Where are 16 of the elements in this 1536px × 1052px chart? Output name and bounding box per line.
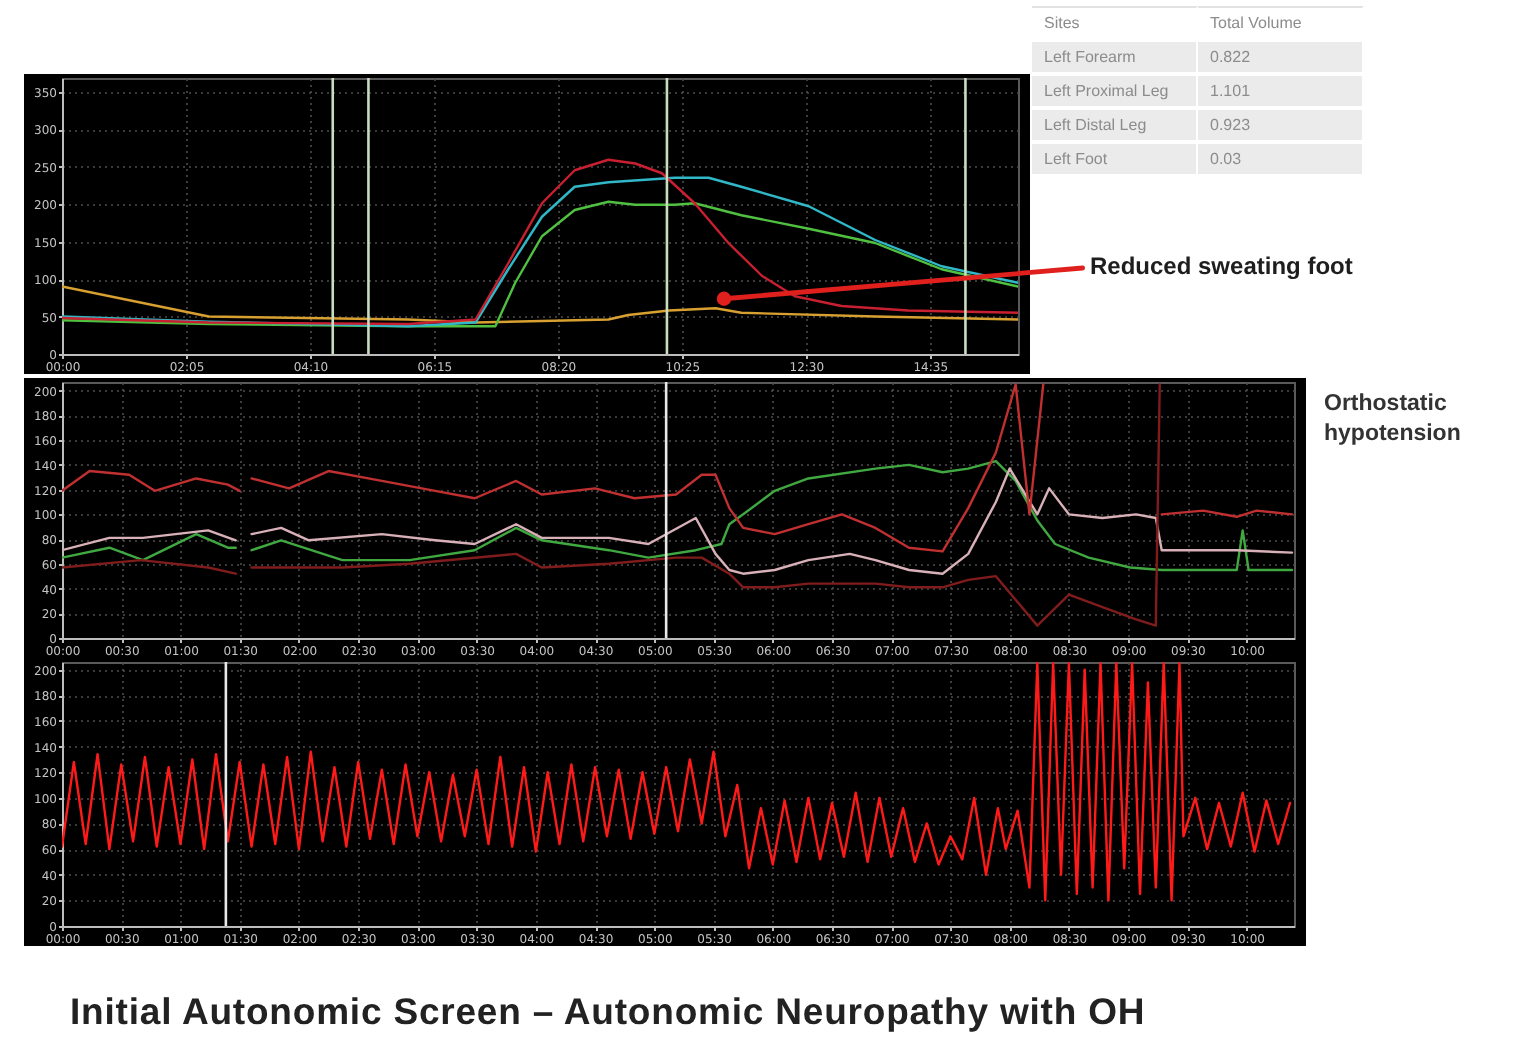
line-series bbox=[62, 200, 1018, 328]
line-series bbox=[62, 662, 1292, 902]
annotation: Reduced sweating foot bbox=[1090, 252, 1353, 280]
text: Sites bbox=[1032, 6, 1198, 38]
text: Left Distal Leg bbox=[1032, 110, 1198, 140]
text: 0.923 bbox=[1198, 110, 1364, 140]
text: 1.101 bbox=[1198, 76, 1364, 106]
text: 0.03 bbox=[1198, 144, 1364, 174]
text: 0.822 bbox=[1198, 42, 1364, 72]
text: Left Forearm bbox=[1032, 42, 1198, 72]
text: Total Volume bbox=[1198, 6, 1364, 38]
text: Initial Autonomic Screen – Autonomic Neuropathy with OH bbox=[70, 990, 1146, 1034]
text: Orthostatic hypotension bbox=[1324, 390, 1463, 450]
text: Left Proximal Leg bbox=[1032, 76, 1198, 106]
text: Left Foot bbox=[1032, 144, 1198, 174]
line-series bbox=[62, 285, 1018, 324]
